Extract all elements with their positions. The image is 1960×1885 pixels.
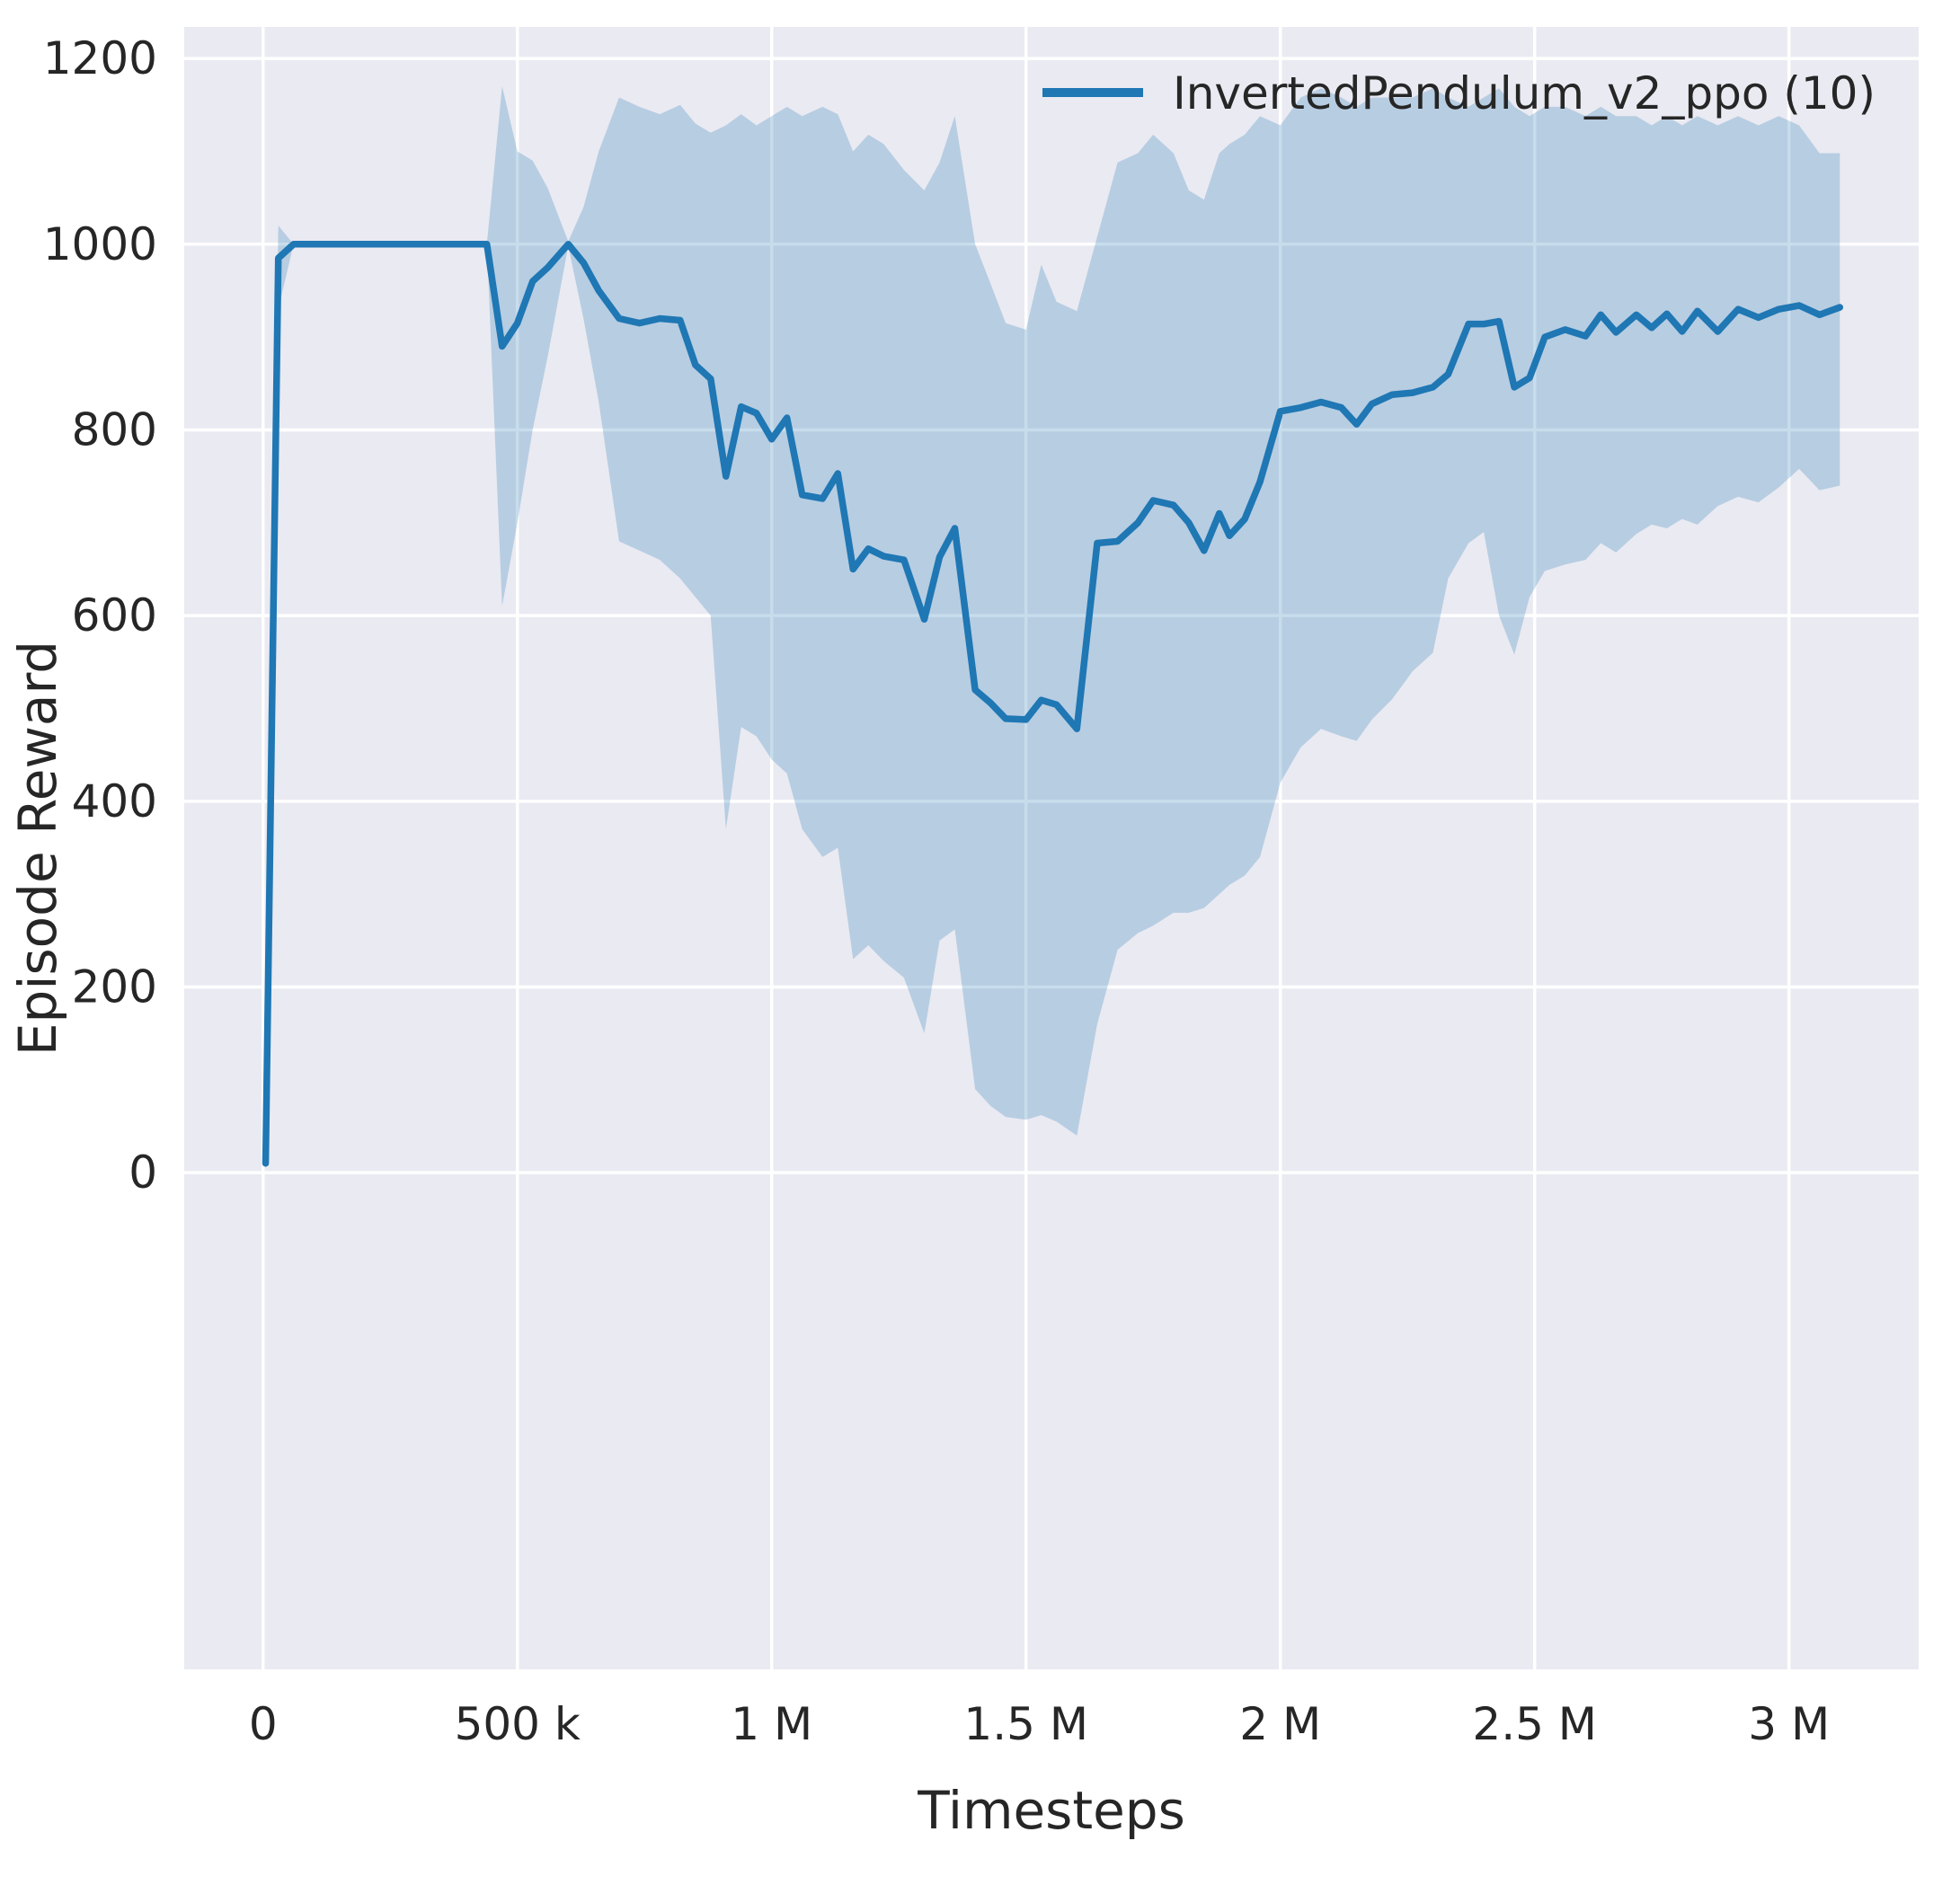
confidence-band — [265, 86, 1840, 1168]
x-tick-label: 2 M — [1239, 1698, 1321, 1750]
y-tick-label: 800 — [72, 403, 157, 456]
y-tick-label: 600 — [72, 589, 157, 642]
x-tick-label: 0 — [249, 1698, 278, 1750]
x-tick-label: 1.5 M — [963, 1698, 1088, 1750]
y-tick-label: 0 — [129, 1146, 157, 1199]
x-axis-label: Timesteps — [917, 1780, 1185, 1841]
x-tick-label: 3 M — [1748, 1698, 1830, 1750]
x-tick-label: 500 k — [455, 1698, 581, 1750]
legend: InvertedPendulum_v2_ppo (10) — [1042, 67, 1876, 119]
legend-label: InvertedPendulum_v2_ppo (10) — [1173, 67, 1876, 119]
y-tick-label: 400 — [72, 775, 157, 827]
x-tick-label: 1 M — [731, 1698, 812, 1750]
y-tick-label: 1000 — [43, 218, 157, 270]
y-tick-label: 200 — [72, 960, 157, 1013]
tick-labels: 0 500 k 1 M 1.5 M 2 M 2.5 M 3 M 0 200 400 600 800 10… — [43, 32, 1830, 1750]
x-tick-label: 2.5 M — [1472, 1698, 1597, 1750]
y-tick-label: 1200 — [43, 32, 157, 84]
series-layer — [262, 86, 1844, 1168]
mean-line — [262, 241, 1844, 1167]
y-axis-label: Episode Reward — [7, 641, 68, 1056]
grid-layer — [184, 27, 1919, 1669]
plot-background — [184, 27, 1919, 1669]
